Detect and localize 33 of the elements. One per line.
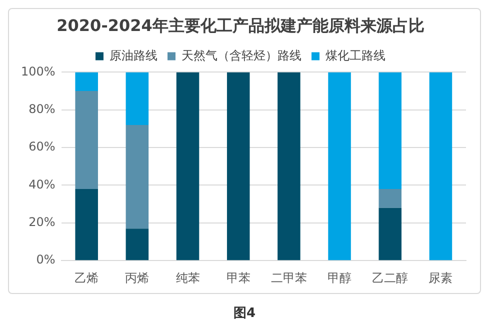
x-tick-label: 纯苯 [176, 270, 200, 285]
bar [226, 72, 250, 260]
bar [176, 72, 200, 260]
y-tick-label: 80% [28, 102, 56, 116]
x-tick-label: 乙二醇 [372, 270, 408, 285]
bar [378, 189, 402, 208]
y-tick-label: 40% [28, 177, 56, 192]
bar [126, 124, 149, 229]
bar [126, 228, 149, 260]
bar [75, 91, 98, 190]
bar [126, 72, 149, 125]
y-tick-label: 60% [28, 140, 56, 154]
caption: 图4 [232, 305, 257, 322]
legend-label: 天然气（含轻烃）路线 [182, 48, 302, 62]
bar [378, 72, 402, 190]
x-tick-label: 甲苯 [226, 270, 250, 285]
x-tick-label: 丙烯 [125, 270, 150, 285]
legend-label: 原油路线 [110, 48, 158, 62]
bar [328, 72, 351, 260]
bar [378, 208, 402, 260]
x-tick-label: 二甲苯 [270, 270, 307, 285]
bar [429, 72, 452, 260]
y-tick-label: 0% [36, 252, 56, 267]
y-tick-label: 20% [28, 215, 56, 230]
bar [75, 72, 98, 92]
chart-title: 2020-2024年主要化工产品拟建产能原料来源占比 [56, 16, 424, 35]
bar [75, 189, 98, 260]
x-tick-label: 甲醇 [328, 270, 352, 285]
x-tick-label: 乙烯 [74, 270, 99, 285]
x-tick-label: 尿素 [428, 270, 453, 285]
legend-label: 煤化工路线 [326, 48, 386, 62]
bar [278, 72, 300, 260]
y-tick-label: 100% [20, 64, 56, 78]
